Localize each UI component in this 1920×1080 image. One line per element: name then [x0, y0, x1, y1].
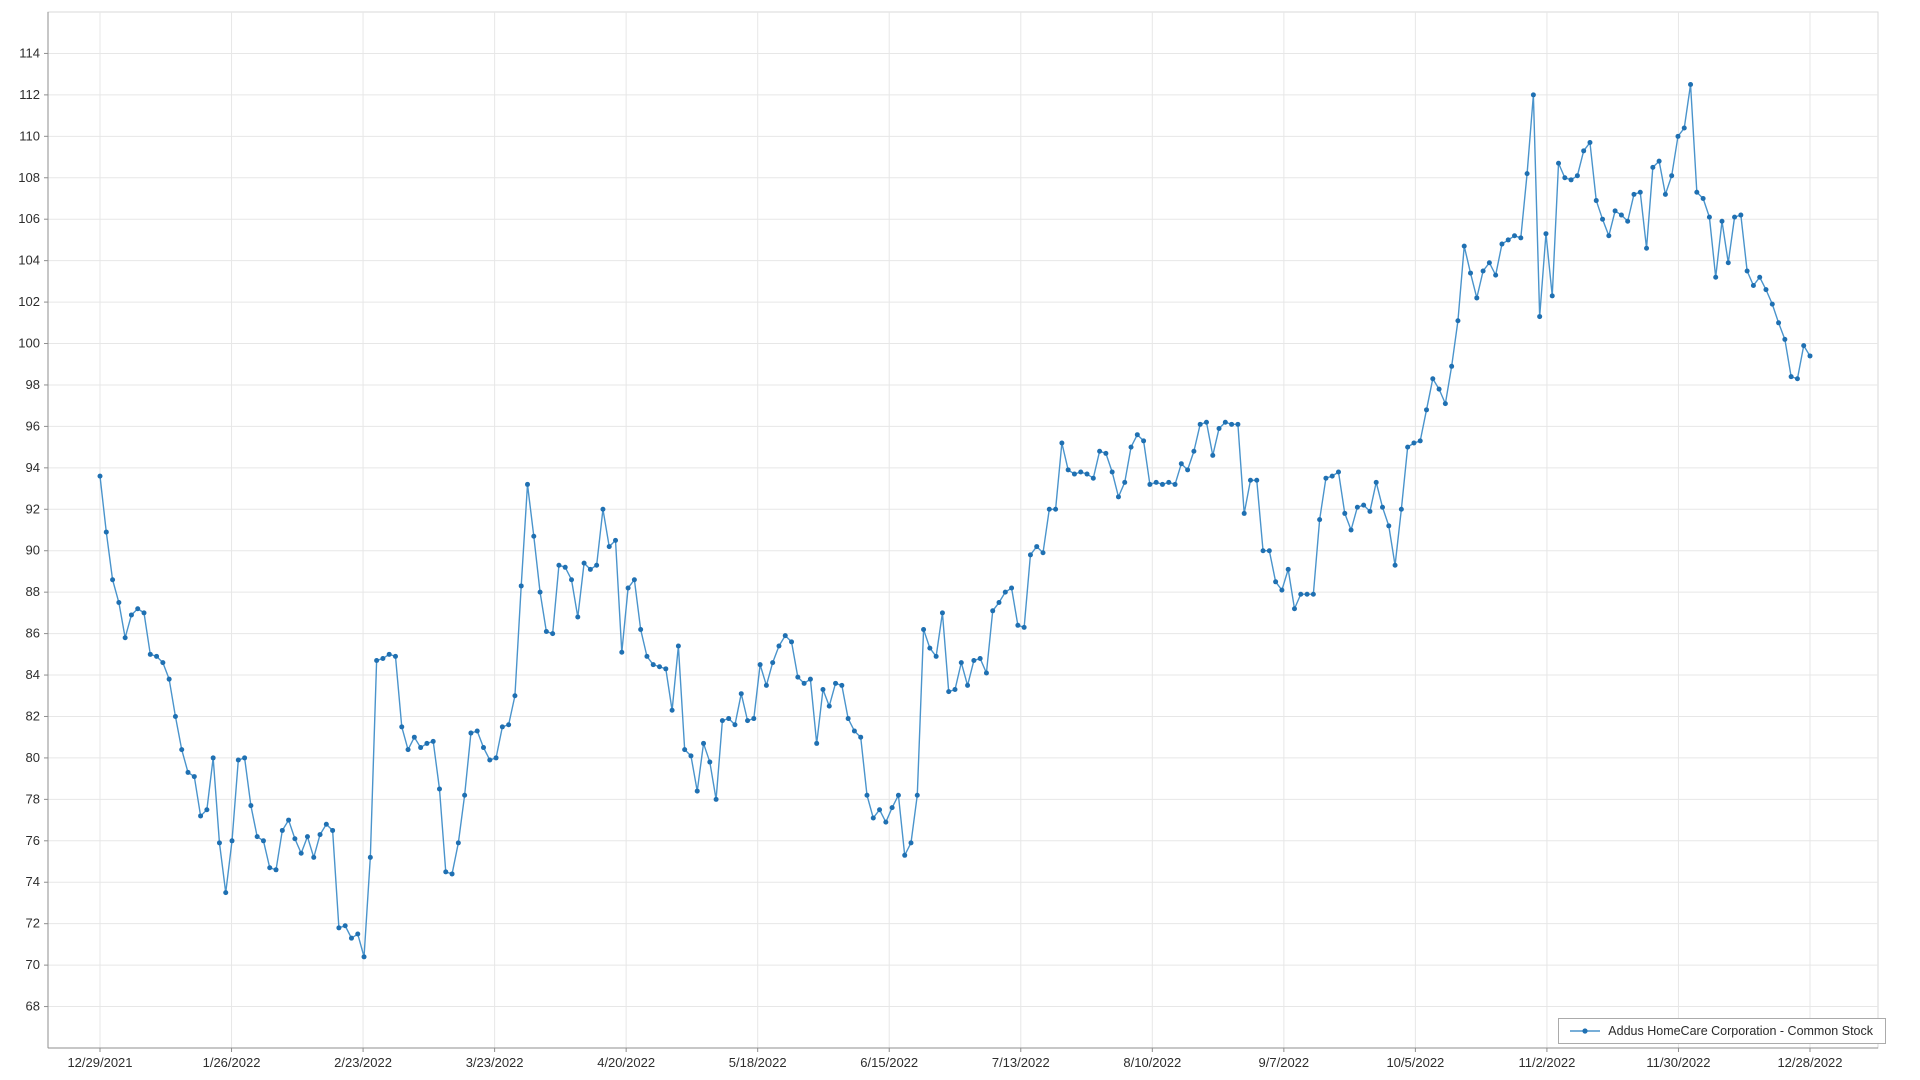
- svg-text:82: 82: [26, 708, 40, 723]
- svg-text:74: 74: [26, 874, 40, 889]
- svg-text:104: 104: [18, 253, 40, 268]
- svg-text:11/30/2022: 11/30/2022: [1646, 1055, 1710, 1070]
- svg-text:114: 114: [19, 45, 40, 60]
- svg-text:6/15/2022: 6/15/2022: [860, 1055, 918, 1070]
- svg-text:92: 92: [26, 501, 40, 516]
- svg-text:102: 102: [18, 294, 40, 309]
- svg-text:80: 80: [26, 750, 40, 765]
- legend: Addus HomeCare Corporation - Common Stoc…: [1558, 1018, 1886, 1044]
- svg-text:5/18/2022: 5/18/2022: [729, 1055, 787, 1070]
- svg-text:106: 106: [18, 211, 40, 226]
- svg-text:10/5/2022: 10/5/2022: [1386, 1055, 1444, 1070]
- svg-text:112: 112: [19, 87, 40, 102]
- legend-series-label: Addus HomeCare Corporation - Common Stoc…: [1608, 1024, 1873, 1038]
- svg-text:3/23/2022: 3/23/2022: [466, 1055, 524, 1070]
- svg-text:72: 72: [26, 916, 40, 931]
- svg-text:76: 76: [26, 833, 40, 848]
- series-line-icon: [1570, 1028, 1601, 1034]
- svg-text:70: 70: [26, 957, 40, 972]
- svg-text:100: 100: [18, 336, 40, 351]
- svg-text:90: 90: [26, 543, 40, 558]
- svg-text:68: 68: [26, 999, 40, 1014]
- svg-text:7/13/2022: 7/13/2022: [992, 1055, 1050, 1070]
- svg-text:94: 94: [26, 460, 40, 475]
- svg-text:96: 96: [26, 418, 40, 433]
- svg-text:98: 98: [26, 377, 40, 392]
- svg-text:9/7/2022: 9/7/2022: [1259, 1055, 1310, 1070]
- svg-text:78: 78: [26, 791, 40, 806]
- svg-text:12/28/2022: 12/28/2022: [1777, 1055, 1842, 1070]
- svg-text:86: 86: [26, 626, 40, 641]
- svg-text:84: 84: [26, 667, 40, 682]
- svg-text:88: 88: [26, 584, 40, 599]
- svg-text:11/2/2022: 11/2/2022: [1518, 1055, 1575, 1070]
- svg-text:2/23/2022: 2/23/2022: [334, 1055, 392, 1070]
- svg-text:108: 108: [18, 170, 40, 185]
- svg-text:8/10/2022: 8/10/2022: [1123, 1055, 1181, 1070]
- svg-text:4/20/2022: 4/20/2022: [597, 1055, 655, 1070]
- svg-text:110: 110: [19, 128, 40, 143]
- svg-text:12/29/2021: 12/29/2021: [67, 1055, 132, 1070]
- svg-text:1/26/2022: 1/26/2022: [203, 1055, 261, 1070]
